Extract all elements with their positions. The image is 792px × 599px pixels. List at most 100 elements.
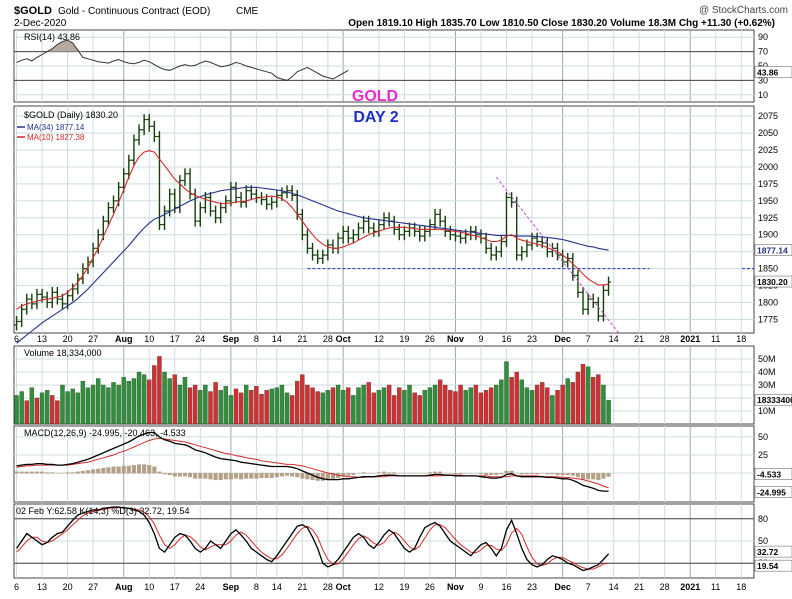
watermark: @ StockCharts.com xyxy=(699,5,788,16)
volume-bar xyxy=(305,384,310,425)
volume-bar xyxy=(203,384,208,425)
volume-last-value-bg xyxy=(754,393,792,406)
volume-bar xyxy=(366,382,371,425)
macd-histogram-bar xyxy=(295,473,300,478)
volume-bar xyxy=(534,384,540,425)
macd-histogram-bar xyxy=(325,473,330,481)
rsi-tick-label: 90 xyxy=(758,32,768,42)
volume-bar xyxy=(80,380,86,425)
x-tick-label: 9 xyxy=(478,582,483,592)
ohlc-bars xyxy=(14,114,612,331)
macd-histogram-bar xyxy=(264,473,269,478)
volume-bar xyxy=(289,395,295,425)
volume-bar xyxy=(458,384,463,425)
stoch-tick-label: 80 xyxy=(758,514,768,524)
x-axis-top: 6 13 20 27 Aug 10 17 24 Sep 8 14 21 28 Oct 12 19 26 Nov 9 1… xyxy=(14,334,746,344)
volume-bar xyxy=(376,390,382,425)
volume-bar xyxy=(601,384,606,425)
volume-bar xyxy=(580,364,586,425)
x-tick-label: Dec xyxy=(554,334,571,344)
x-tick-label: 19 xyxy=(399,582,409,592)
x-tick-label: 20 xyxy=(63,582,73,592)
stoch-d-line xyxy=(16,507,609,570)
macd-histogram-bar xyxy=(45,472,50,474)
x-tick-label: Aug xyxy=(115,334,133,344)
volume-bar xyxy=(75,392,80,425)
ma10-legend: MA(10) 1827.38 xyxy=(27,133,85,142)
stoch-k-value: 32.72 xyxy=(757,547,779,557)
x-tick-label: Sep xyxy=(223,334,240,344)
macd-histogram-bar xyxy=(290,473,295,477)
macd-series: 50250MACD(12,26,9) -24.995, -20.463, -4.… xyxy=(14,426,792,502)
macd-histogram-bar xyxy=(565,473,570,475)
macd-histogram-bar xyxy=(438,471,443,474)
x-tick-label: 26 xyxy=(425,582,435,592)
macd-histogram-bar xyxy=(269,473,274,478)
macd-histogram-bar xyxy=(101,467,106,474)
volume-bar xyxy=(448,390,453,425)
x-tick-label: 28 xyxy=(660,582,670,592)
volume-bar xyxy=(29,387,35,425)
volume-bar xyxy=(90,384,96,425)
x-tick-label: 24 xyxy=(195,582,205,592)
macd-histogram-bar xyxy=(407,473,412,474)
volume-bar xyxy=(555,390,560,425)
volume-bar xyxy=(545,387,550,425)
macd-histogram-bar xyxy=(402,473,407,474)
macd-histogram-bar xyxy=(417,473,422,474)
x-tick-label: 14 xyxy=(272,582,282,592)
exchange-label: CME xyxy=(236,6,259,17)
macd-histogram-bar xyxy=(121,465,126,474)
macd-histogram-bar xyxy=(499,473,504,475)
x-tick-label: 18 xyxy=(736,582,746,592)
volume-bar xyxy=(55,400,60,425)
volume-bar xyxy=(514,371,519,425)
volume-bar xyxy=(524,387,530,425)
macd-histogram-bar xyxy=(535,473,540,475)
volume-bar xyxy=(330,387,336,425)
volume-bar xyxy=(106,387,111,425)
x-tick-label: 11 xyxy=(711,334,720,344)
volume-bar xyxy=(269,388,274,425)
macd-histogram-bar xyxy=(208,473,213,480)
macd-histogram-bar xyxy=(320,473,325,481)
macd-histogram-bar xyxy=(91,469,96,474)
macd-legend: MACD(12,26,9) -24.995, -20.463, -4.533 xyxy=(24,428,186,438)
macd-histogram-bar xyxy=(131,465,136,474)
volume-tick-label: 10M xyxy=(758,406,776,416)
price-tick-label: 1950 xyxy=(758,196,778,206)
volume-bar xyxy=(249,390,254,425)
macd-histogram-bar xyxy=(111,466,116,474)
volume-bar xyxy=(223,386,228,425)
x-tick-label: 21 xyxy=(634,582,644,592)
volume-bar xyxy=(238,392,244,425)
macd-histogram-bar xyxy=(40,471,45,474)
x-tick-label: 28 xyxy=(323,334,333,344)
volume-bar xyxy=(494,384,499,425)
macd-histogram-bar xyxy=(361,472,366,474)
volume-bar xyxy=(50,395,55,425)
volume-bar xyxy=(141,374,147,425)
macd-histogram-bar xyxy=(126,465,131,474)
volume-bar xyxy=(65,391,70,425)
x-tick-label: 13 xyxy=(37,582,47,592)
macd-histogram-bar xyxy=(540,473,545,474)
macd-histogram-bar xyxy=(550,473,555,475)
volume-bar xyxy=(213,382,218,425)
macd-histogram-bar xyxy=(346,473,351,476)
macd-hist-value: -4.533 xyxy=(757,469,781,479)
stoch-k-value-bg xyxy=(754,545,792,558)
macd-histogram-bar xyxy=(575,473,580,478)
macd-histogram-bar xyxy=(484,473,489,475)
volume-bar xyxy=(182,377,188,425)
macd-histogram-bar xyxy=(19,471,24,474)
macd-histogram-bar xyxy=(478,473,484,475)
macd-histogram-bar xyxy=(172,473,177,477)
macd-histogram-bar xyxy=(341,473,346,477)
volume-bar xyxy=(126,380,132,425)
x-tick-label: 10 xyxy=(144,334,154,344)
macd-histogram-bar xyxy=(162,473,167,475)
volume-bar xyxy=(34,397,40,425)
macd-histogram-bar xyxy=(50,472,55,474)
macd-histogram-bar xyxy=(223,473,228,480)
